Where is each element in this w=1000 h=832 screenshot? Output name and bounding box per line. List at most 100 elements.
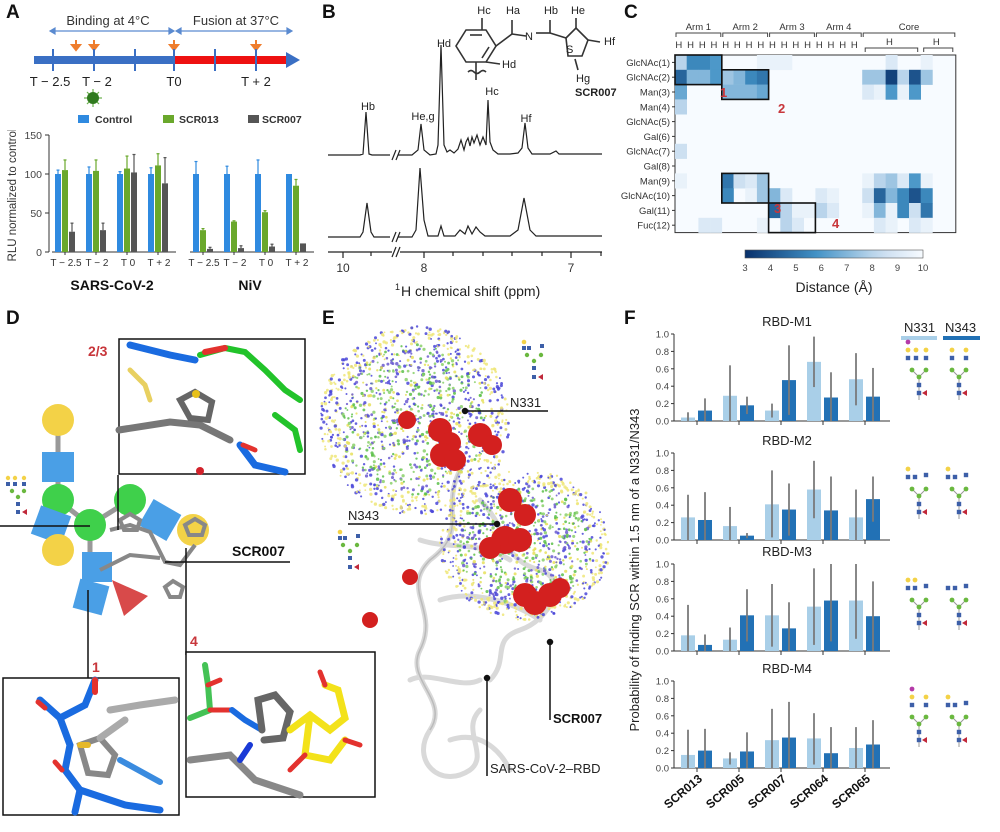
tick-t-minus-2-5: T − 2.5: [30, 74, 71, 89]
bar-scr007: [207, 248, 213, 252]
fusion-label: Fusion at 37°C: [193, 13, 279, 28]
core-label: H: [886, 37, 893, 48]
heatmap-cell: [768, 188, 781, 204]
y-tick: 0.0: [656, 647, 669, 658]
column-label: H: [711, 40, 718, 51]
heatmap-cell: [862, 84, 875, 100]
heatmap-cell: [885, 217, 898, 233]
heatmap-cell: [885, 173, 898, 189]
x-tick: T − 2: [86, 258, 109, 269]
scr007-sticks: [99, 511, 208, 599]
y-tick: 0.0: [656, 764, 669, 775]
d-compound-label: SCR007: [232, 543, 285, 559]
y-tick: 0.2: [656, 629, 669, 640]
heatmap-cell: [780, 188, 793, 204]
glycan-n343-icon: [337, 529, 360, 570]
colorbar-label: Distance (Å): [795, 279, 872, 295]
label-n331: N331: [510, 395, 541, 410]
heatmap-cell: [920, 173, 933, 189]
heatmap-cell: [897, 188, 910, 204]
glycan-structure-icon: [909, 686, 929, 747]
inset-label-4: 4: [190, 633, 198, 649]
column-label: H: [839, 40, 846, 51]
bar-scr013: [293, 185, 299, 252]
y-tick: 1.0: [656, 330, 669, 341]
heatmap-cell: [710, 217, 723, 233]
heatmap-cell: [920, 69, 933, 85]
y-tick: 0.4: [656, 501, 669, 512]
colorbar-tick: 7: [844, 263, 849, 274]
bar-scr013: [262, 212, 268, 252]
heatmap-cell: [698, 55, 711, 71]
row-label: GlcNAc(7): [626, 147, 670, 158]
box-label: 3: [774, 201, 781, 216]
x-category-label: SCR065: [829, 771, 873, 811]
inset-1-render: [35, 676, 179, 816]
peak-heg: He,g: [411, 111, 434, 123]
y-tick: 0.2: [656, 518, 669, 529]
x-tick: T + 2: [286, 258, 309, 269]
heatmap-cell: [733, 69, 746, 85]
heatmap-cell: [710, 69, 723, 85]
heatmap-cell: [733, 84, 746, 100]
x-category-label: SCR064: [787, 771, 831, 811]
heatmap-cell: [885, 188, 898, 204]
fusion-bar: [175, 56, 287, 64]
y-tick: 0.4: [656, 612, 669, 623]
y-tick: 1.0: [656, 560, 669, 571]
panel-c-label: C: [624, 2, 638, 23]
panel-e-md-render: N331 N343 SCR007 SARS-CoV-2–RBD: [319, 325, 610, 779]
xtick-7: 7: [568, 261, 575, 275]
bar-scr007: [162, 183, 168, 252]
y-tick: 0.4: [656, 382, 669, 393]
panel-b-label: B: [322, 2, 336, 23]
subplot-title: RBD-M3: [762, 544, 812, 559]
heatmap-cell: [873, 188, 886, 204]
inset-2-3-render: [115, 341, 303, 476]
heatmap-cell: [721, 173, 734, 189]
box-label: 2: [778, 101, 785, 116]
heatmap-cell: [745, 84, 758, 100]
column-label: H: [675, 40, 682, 51]
y-tick: 0.8: [656, 694, 669, 705]
inset-4: [185, 651, 376, 798]
compound-label: SCR007: [575, 87, 617, 99]
y-tick: 0.6: [656, 483, 669, 494]
heatmap-cell: [862, 173, 875, 189]
column-label: H: [734, 40, 741, 51]
y-tick: 0: [36, 247, 42, 259]
heatmap-cell: [780, 203, 793, 219]
column-label: H: [722, 40, 729, 51]
row-label: GlcNAc(2): [626, 73, 670, 84]
heatmap-cell: [675, 69, 687, 85]
bar-scr013: [62, 170, 68, 252]
colorbar-tick: 6: [819, 263, 824, 274]
xtick-8: 8: [421, 261, 428, 275]
label-n343: N343: [348, 508, 379, 523]
struct-hb: Hb: [544, 5, 558, 17]
y-tick: 0.0: [656, 417, 669, 428]
heatmap-cell: [920, 217, 933, 233]
heatmap-cell: [897, 203, 910, 219]
row-label: Gal(11): [639, 206, 670, 217]
region-box-4: [767, 202, 817, 234]
bar-scr007: [69, 231, 75, 252]
panel-a-bar-chart: RLU normalized to control 0 50 100 150 T − 2.…: [7, 130, 314, 293]
y-tick: 0.2: [656, 399, 669, 410]
bar-scr013: [124, 168, 130, 252]
glycan-structure-icon: [905, 577, 929, 630]
heatmap-cell: [827, 188, 840, 204]
glycan-symbol-icon: [5, 475, 27, 515]
subplot-title: RBD-M4: [762, 661, 812, 676]
legend-n343: N343: [945, 320, 976, 335]
row-label: Man(3): [640, 88, 670, 99]
column-label: H: [769, 40, 776, 51]
bar-control: [117, 174, 123, 252]
heatmap-cell: [756, 69, 769, 85]
region-box-3: [721, 172, 770, 204]
heatmap-cell: [827, 203, 840, 219]
heatmap-cell: [885, 55, 898, 71]
peak-hb: Hb: [361, 101, 375, 113]
colorbar-tick: 8: [869, 263, 874, 274]
bar-scr013: [155, 165, 161, 252]
